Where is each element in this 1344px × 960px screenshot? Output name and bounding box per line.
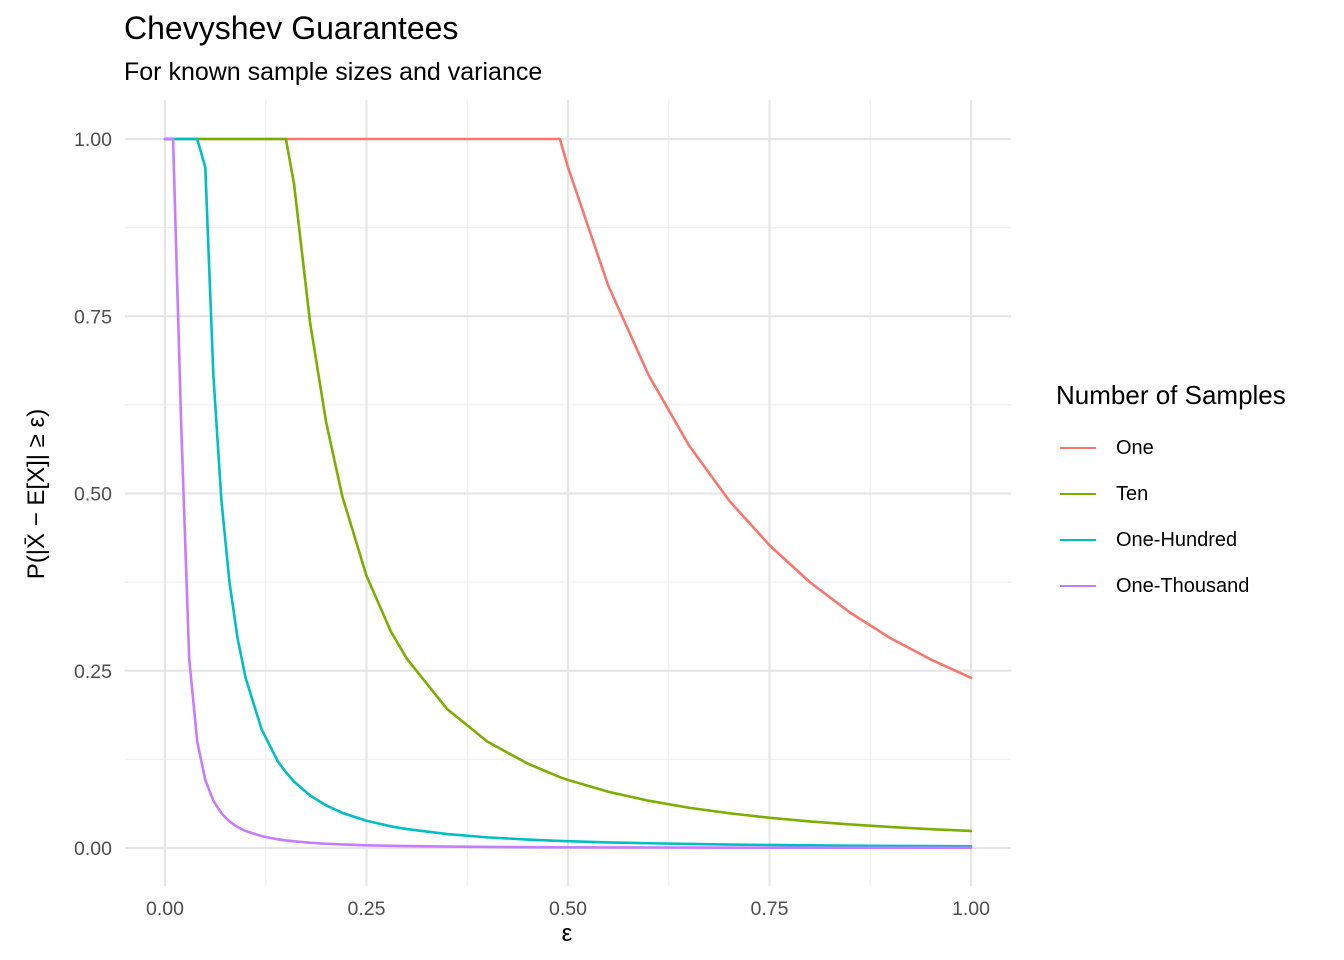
y-tick-label: 0.25 <box>74 661 112 683</box>
legend-label: Ten <box>1116 482 1149 505</box>
legend-label: One-Hundred <box>1116 528 1238 551</box>
legend-key-line <box>1060 584 1096 588</box>
legend-item-ten: Ten <box>1056 471 1286 517</box>
y-tick-label: 0.00 <box>74 838 112 860</box>
legend: Number of Samples One Ten One-Hundred One-T… <box>1056 380 1286 609</box>
x-tick-label: 1.00 <box>952 898 990 920</box>
y-tick-label: 0.75 <box>74 306 112 328</box>
series-line-one-thousand <box>163 137 973 850</box>
legend-key-line <box>1060 446 1096 450</box>
legend-label: One-Thousand <box>1116 574 1250 597</box>
x-tick-label: 0.00 <box>146 898 184 920</box>
legend-item-one-hundred: One-Hundred <box>1056 517 1286 563</box>
legend-title: Number of Samples <box>1056 380 1286 410</box>
x-tick-label: 0.25 <box>348 898 386 920</box>
x-axis-title: ε <box>562 920 573 947</box>
series-line-ten <box>163 137 973 833</box>
legend-item-one: One <box>1056 425 1286 471</box>
x-tick-label: 0.75 <box>751 898 789 920</box>
grid <box>125 100 1011 886</box>
legend-key-line <box>1060 492 1096 496</box>
legend-items: One Ten One-Hundred One-Thousand <box>1056 425 1286 609</box>
y-tick-label: 1.00 <box>74 129 112 151</box>
y-tick-label: 0.50 <box>74 484 112 506</box>
series-line-one-hundred <box>163 137 973 848</box>
axis-ticks: 0.00 0.25 0.50 0.75 1.00 0.00 0.25 0.50 0.75 1.00 <box>74 129 990 920</box>
chart-subtitle: For known sample sizes and variance <box>124 58 543 86</box>
legend-item-one-thousand: One-Thousand <box>1056 563 1286 609</box>
chart-title: Chevyshev Guarantees <box>124 10 459 46</box>
legend-key-line <box>1060 538 1096 542</box>
y-axis-title: P(|X̄ − E[X]| ≥ ε) <box>23 409 50 579</box>
legend-label: One <box>1116 436 1154 459</box>
series-lines <box>163 137 973 850</box>
x-tick-label: 0.50 <box>549 898 587 920</box>
